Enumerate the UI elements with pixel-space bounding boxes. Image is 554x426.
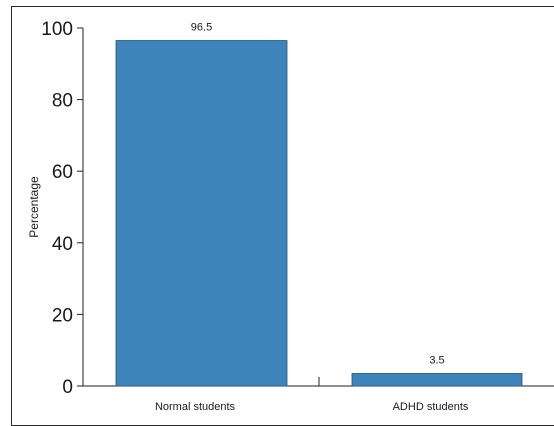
y-tick-label: 40 [52, 234, 73, 255]
data-labels: 96.5 3.5 [191, 22, 445, 367]
y-tick-label: 100 [41, 19, 73, 40]
y-ticks: 0 20 40 60 80 100 [41, 19, 83, 398]
bar [115, 40, 288, 387]
bar-value-label: 96.5 [191, 22, 212, 34]
category-label: ADHD students [393, 401, 469, 413]
y-tick-label: 80 [52, 91, 73, 112]
bar-value-label: 3.5 [429, 354, 444, 366]
y-axis-title: Percentage [27, 176, 41, 238]
bar [351, 373, 523, 387]
y-tick-label: 0 [62, 377, 73, 398]
bars [115, 40, 523, 387]
x-ticks: Normal students ADHD students [155, 377, 469, 413]
y-tick-label: 60 [52, 162, 73, 183]
y-tick-label: 20 [52, 305, 73, 326]
category-label: Normal students [155, 401, 236, 413]
